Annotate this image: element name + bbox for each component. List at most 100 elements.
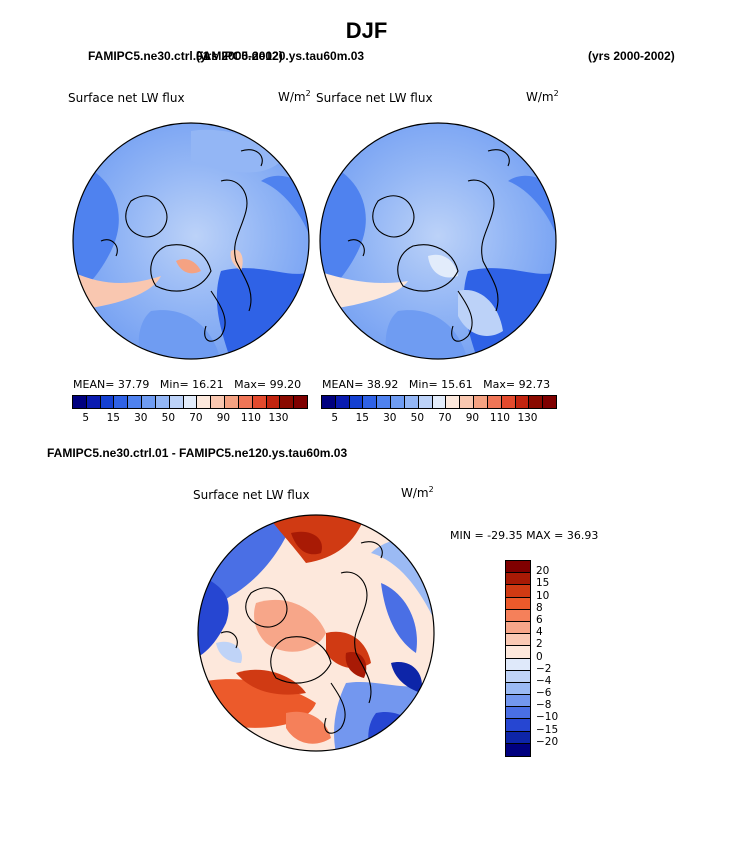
- panel-diff-map: [197, 514, 435, 752]
- case-b-title: FAMIPC5.ne120.ys.tau60m.03: [196, 49, 365, 63]
- colorbar-swatch: [506, 585, 530, 598]
- colorbar-swatch: [197, 396, 212, 408]
- colorbar-tick-label: 50: [410, 412, 425, 424]
- colorbar-tick-label: 30: [383, 412, 397, 424]
- figure-title: DJF: [345, 18, 388, 43]
- colorbar-swatch: [294, 396, 308, 408]
- colorbar-tick-label: −15: [536, 723, 559, 736]
- colorbar-tick-label: 5: [331, 412, 339, 424]
- colorbar-swatch: [404, 396, 419, 408]
- colorbar-tick-label: 15: [106, 412, 120, 424]
- colorbar-tick-label: 110: [489, 412, 510, 424]
- colorbar-swatch: [252, 396, 267, 408]
- panel-diff-units: W/m2: [401, 485, 434, 500]
- colorbar-tick-label: −6: [536, 687, 552, 700]
- colorbar-swatch: [391, 396, 405, 408]
- colorbar-swatch: [335, 396, 350, 408]
- colorbar-swatch: [529, 396, 544, 408]
- colorbar-swatch: [142, 396, 156, 408]
- colorbar-swatch: [114, 396, 129, 408]
- colorbar-swatch: [506, 634, 530, 647]
- colorbar-tick-label: −20: [536, 735, 559, 748]
- colorbar-swatch: [100, 396, 115, 408]
- colorbar-swatch: [460, 396, 475, 408]
- colorbar-swatch: [128, 396, 143, 408]
- colorbar-swatch: [506, 695, 530, 708]
- colorbar-swatch: [169, 396, 184, 408]
- colorbar-swatch: [322, 396, 336, 408]
- colorbar-tick-label: 6: [536, 613, 543, 626]
- colorbar-swatch: [73, 396, 87, 408]
- colorbar-swatch: [446, 396, 461, 408]
- panel-right-stats: MEAN= 38.92 Min= 15.61 Max= 92.73: [322, 378, 551, 391]
- panel-left-stats: MEAN= 37.79 Min= 16.21 Max= 99.20: [73, 378, 302, 391]
- colorbar-swatch: [155, 396, 170, 408]
- colorbar-swatch: [432, 396, 447, 408]
- colorbar-tick-label: 2: [536, 638, 543, 651]
- colorbar-swatch: [183, 396, 198, 408]
- colorbar-tick-label: 50: [161, 412, 176, 424]
- colorbar-swatch: [506, 561, 530, 574]
- colorbar-swatch: [506, 719, 530, 732]
- colorbar-swatch: [211, 396, 226, 408]
- panel-right-title: Surface net LW flux: [316, 91, 433, 105]
- colorbar-tick-label: 15: [536, 577, 550, 590]
- colorbar-tick-label: 90: [216, 412, 231, 424]
- colorbar-swatch: [280, 396, 295, 408]
- panel-left-units: W/m2: [278, 89, 311, 104]
- colorbar-swatch: [501, 396, 516, 408]
- colorbar-swatch: [418, 396, 433, 408]
- case-a-title: FAMIPC5.ne30.ctrl.01: [88, 49, 210, 63]
- colorbar-swatch: [506, 682, 530, 696]
- colorbar-swatch: [506, 646, 530, 659]
- colorbar-swatch: [506, 743, 530, 756]
- colorbar-tick-label: 5: [82, 412, 90, 424]
- colorbar-tick-label: −4: [536, 674, 552, 687]
- colorbar-tick-label: 15: [355, 412, 369, 424]
- colorbar-tick-label: 10: [536, 589, 550, 602]
- panel-left-map: [72, 122, 310, 360]
- colorbar-tick-label: 130: [517, 412, 538, 424]
- colorbar-swatch: [377, 396, 392, 408]
- colorbar-swatch: [474, 396, 488, 408]
- colorbar-swatch: [506, 597, 530, 610]
- panel-right-units: W/m2: [526, 89, 559, 104]
- colorbar-swatch: [86, 396, 101, 408]
- colorbar-tick-label: 90: [465, 412, 480, 424]
- colorbar-swatch: [506, 731, 530, 744]
- panel-right-map: [319, 122, 557, 360]
- colorbar-tick-label: 130: [268, 412, 289, 424]
- colorbar-tick-label: 30: [134, 412, 148, 424]
- colorbar-swatch: [349, 396, 364, 408]
- colorbar-swatch: [515, 396, 530, 408]
- colorbar-tick-label: 4: [536, 626, 543, 639]
- colorbar-tick-label: 8: [536, 601, 543, 614]
- colorbar-tick-label: 70: [438, 412, 452, 424]
- panel-left-colorbar: [72, 395, 308, 409]
- colorbar-swatch: [363, 396, 378, 408]
- colorbar-swatch: [238, 396, 253, 408]
- colorbar-swatch: [506, 670, 530, 683]
- case-a-years: (yrs 2000-2002): [196, 49, 283, 63]
- colorbar-swatch: [506, 621, 530, 635]
- panel-right-colorbar: [321, 395, 557, 409]
- colorbar-swatch: [225, 396, 239, 408]
- colorbar-swatch: [506, 609, 530, 622]
- colorbar-swatch: [543, 396, 557, 408]
- panel-diff-title: Surface net LW flux: [193, 488, 310, 502]
- colorbar-tick-label: −10: [536, 711, 559, 724]
- colorbar-tick-label: 70: [189, 412, 203, 424]
- colorbar-swatch: [487, 396, 502, 408]
- colorbar-swatch: [506, 658, 530, 671]
- colorbar-swatch: [506, 707, 530, 720]
- diff-title: FAMIPC5.ne30.ctrl.01 - FAMIPC5.ne120.ys.…: [47, 446, 348, 460]
- case-b-years: (yrs 2000-2002): [588, 49, 675, 63]
- panel-diff-colorbar: [505, 560, 531, 757]
- colorbar-tick-label: 0: [536, 650, 543, 663]
- colorbar-swatch: [266, 396, 281, 408]
- colorbar-tick-label: 110: [240, 412, 261, 424]
- panel-left-title: Surface net LW flux: [68, 91, 185, 105]
- colorbar-tick-label: −2: [536, 662, 552, 675]
- colorbar-tick-label: 20: [536, 565, 550, 578]
- colorbar-swatch: [506, 573, 530, 586]
